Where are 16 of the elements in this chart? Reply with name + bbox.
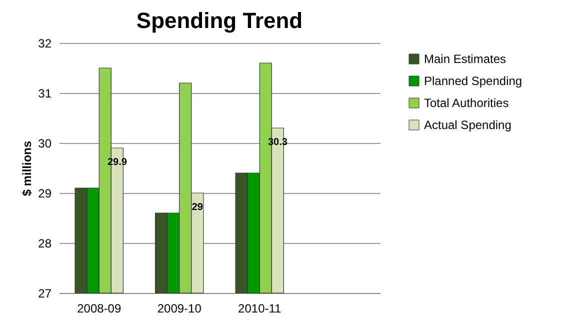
y-tick-label: 30: [38, 136, 52, 150]
x-tick-label: 2009-10: [157, 302, 202, 316]
y-tick-label: 31: [38, 86, 52, 100]
y-axis-title: $ millions: [20, 140, 34, 196]
chart-title: Spending Trend: [136, 8, 303, 33]
y-tick-label: 28: [38, 236, 52, 250]
x-tick-label: 2008-09: [77, 302, 122, 316]
y-tick-label: 29: [38, 186, 52, 200]
legend-label: Total Authorities: [424, 96, 509, 110]
x-tick-label: 2010-11: [238, 302, 282, 316]
legend-label: Actual Spending: [424, 118, 512, 132]
y-tick-label: 32: [38, 36, 52, 50]
data-label: 29: [192, 202, 204, 213]
y-tick-label: 27: [38, 286, 52, 300]
legend-label: Planned Spending: [424, 74, 522, 88]
legend-label: Main Estimates: [424, 52, 506, 66]
